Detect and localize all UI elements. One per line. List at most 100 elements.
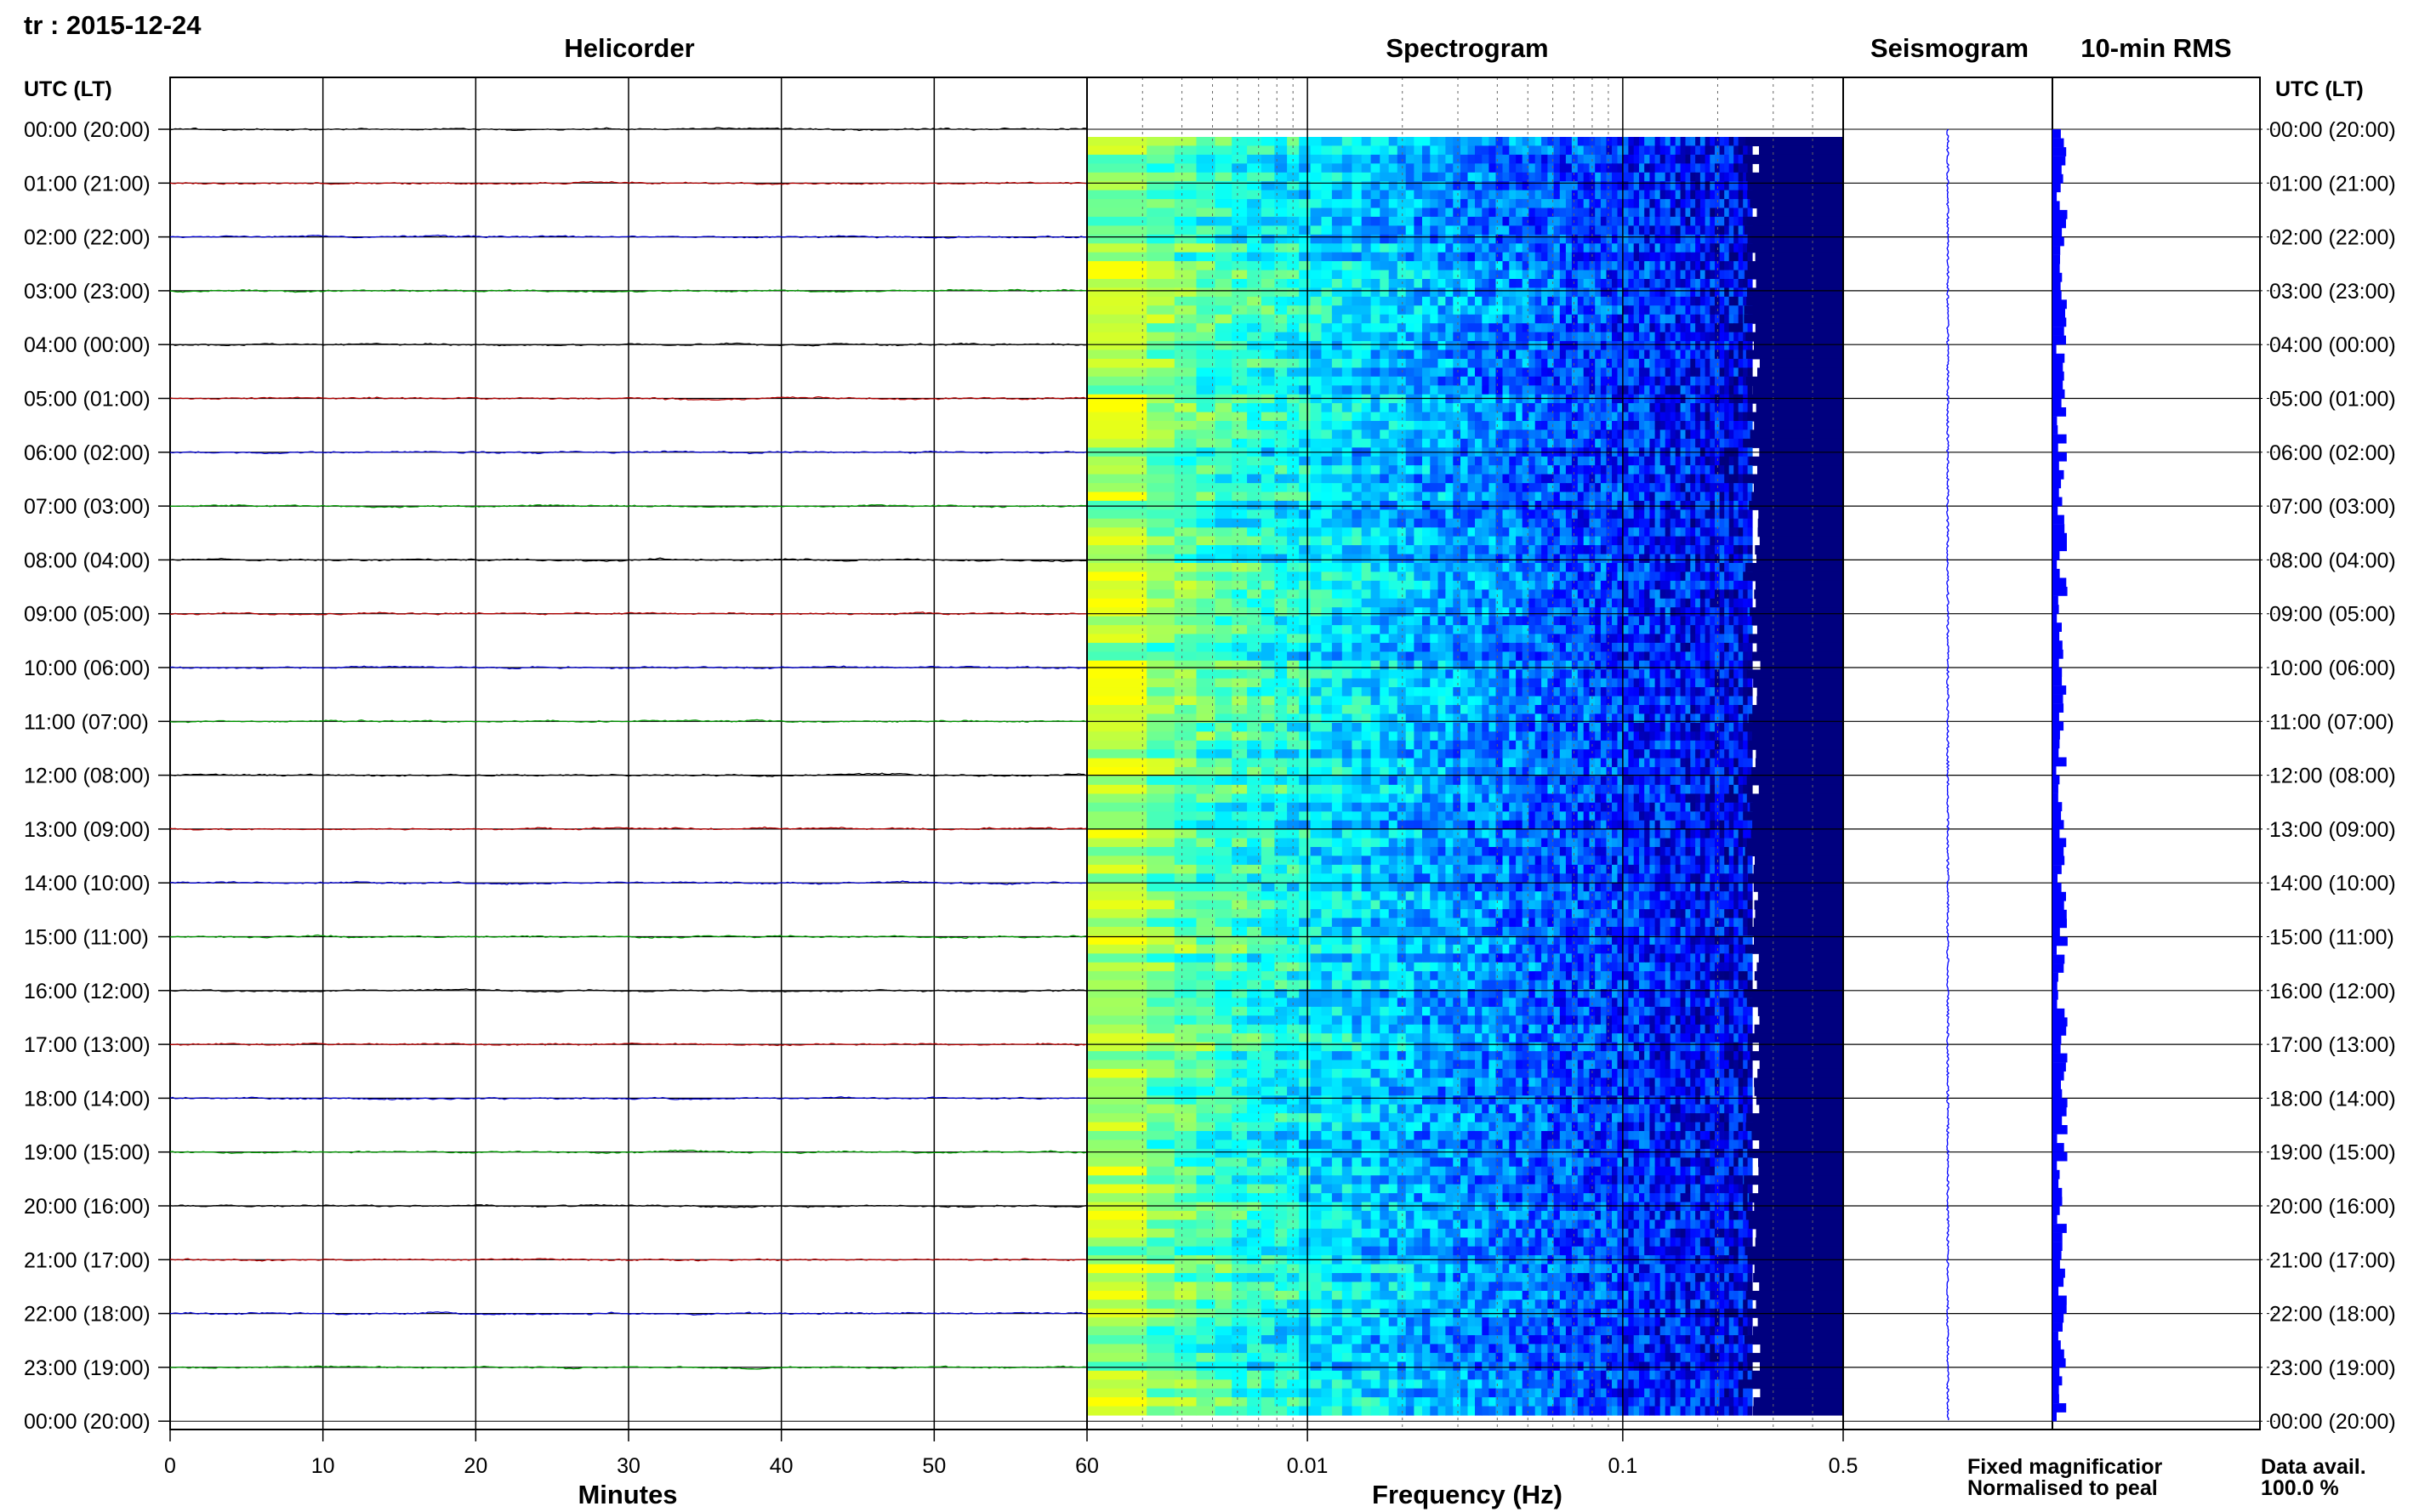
spectrogram-cell bbox=[1261, 252, 1275, 262]
spectrogram-cell bbox=[1733, 323, 1739, 333]
spectrogram-cell bbox=[1341, 456, 1352, 466]
spectrogram-cell bbox=[1715, 207, 1721, 218]
spectrogram-cell bbox=[1261, 456, 1275, 466]
spectrogram-cell bbox=[1606, 332, 1613, 342]
spectrogram-cell bbox=[1547, 500, 1555, 510]
spectrogram-cell bbox=[1541, 483, 1548, 493]
spectrogram-cell bbox=[1299, 536, 1312, 546]
spectrogram-cell bbox=[1502, 642, 1510, 652]
spectrogram-cell bbox=[1174, 527, 1198, 537]
spectrogram-cell bbox=[1623, 545, 1629, 555]
spectrogram-cell bbox=[1751, 616, 1843, 626]
spectrogram-cell bbox=[1321, 500, 1333, 510]
spectrogram-cell bbox=[1453, 634, 1461, 644]
spectrogram-cell bbox=[1733, 421, 1739, 430]
spectrogram-cell bbox=[1553, 429, 1561, 440]
spectrogram-cell bbox=[1414, 669, 1423, 679]
spectrogram-cell bbox=[1261, 607, 1275, 617]
spectrogram-cell bbox=[1754, 589, 1843, 600]
spectrogram-cell bbox=[1414, 642, 1423, 652]
spectrogram-cell bbox=[1659, 571, 1666, 582]
spectrogram-cell bbox=[1502, 429, 1510, 440]
spectrogram-cell bbox=[1287, 350, 1300, 360]
spectrogram-cell bbox=[1196, 279, 1216, 288]
spectrogram-cell bbox=[1380, 350, 1390, 360]
spectrogram-cell bbox=[1397, 421, 1407, 430]
spectrogram-cell bbox=[1460, 305, 1469, 315]
spectrogram-cell bbox=[1628, 571, 1635, 582]
spectrogram-cell bbox=[1341, 589, 1352, 600]
spectrogram-cell bbox=[1743, 492, 1749, 502]
spectrogram-cell bbox=[1685, 598, 1691, 608]
spectrogram-cell bbox=[1600, 243, 1608, 253]
spectrogram-cell bbox=[1565, 438, 1573, 448]
spectrogram-cell bbox=[1299, 358, 1312, 368]
spectrogram-cell bbox=[1628, 545, 1635, 555]
spectrogram-cell bbox=[1600, 642, 1608, 652]
spectrogram-cell bbox=[1654, 563, 1661, 572]
spectrogram-cell bbox=[1577, 243, 1585, 253]
spectrogram-cell bbox=[1589, 500, 1596, 510]
spectrogram-cell bbox=[1719, 607, 1725, 617]
spectrogram-cell bbox=[1475, 642, 1483, 652]
spectrogram-cell bbox=[1174, 545, 1198, 555]
spectrogram-cell bbox=[1174, 438, 1198, 448]
spectrogram-cell bbox=[1321, 607, 1333, 617]
spectrogram-cell bbox=[1628, 225, 1635, 236]
spectrogram-cell bbox=[1475, 500, 1483, 510]
spectrogram-cell bbox=[1606, 154, 1613, 164]
spectrogram-cell bbox=[1232, 199, 1248, 209]
spectrogram-cell bbox=[1495, 500, 1504, 510]
spectrogram-cell bbox=[1695, 358, 1701, 368]
spectrogram-cell bbox=[1639, 207, 1645, 218]
spectrogram-cell bbox=[1675, 500, 1682, 510]
spectrogram-cell bbox=[1414, 190, 1423, 200]
spectrogram-cell bbox=[1488, 145, 1497, 156]
spectrogram-cell bbox=[1422, 163, 1431, 173]
spectrogram-cell bbox=[1710, 563, 1716, 572]
spectrogram-cell bbox=[1747, 616, 1753, 626]
spectrogram-cell bbox=[1670, 421, 1676, 430]
spectrogram-cell bbox=[1690, 412, 1696, 422]
spectrogram-cell bbox=[1522, 199, 1529, 209]
spectrogram-cell bbox=[1475, 403, 1483, 413]
spectrogram-cell bbox=[1528, 341, 1536, 351]
spectrogram-cell bbox=[1453, 279, 1461, 288]
spectrogram-cell bbox=[1509, 554, 1517, 564]
spectrogram-cell bbox=[1430, 163, 1439, 173]
spectrogram-cell bbox=[1690, 527, 1696, 537]
spectrogram-cell bbox=[1589, 199, 1596, 209]
spectrogram-cell bbox=[1541, 669, 1548, 679]
spectrogram-cell bbox=[1612, 518, 1619, 528]
spectrogram-cell bbox=[1495, 181, 1504, 191]
spectrogram-cell bbox=[1654, 625, 1661, 635]
spectrogram-cell bbox=[1528, 625, 1536, 635]
spectrogram-cell bbox=[1733, 634, 1739, 644]
spectrogram-cell bbox=[1534, 571, 1542, 582]
spectrogram-cell bbox=[1675, 403, 1682, 413]
spectrogram-cell bbox=[1274, 181, 1288, 191]
spectrogram-cell bbox=[1331, 483, 1343, 493]
spectrogram-cell bbox=[1516, 678, 1523, 688]
spectrogram-cell bbox=[1232, 660, 1248, 670]
spectrogram-cell bbox=[1690, 429, 1696, 440]
spectrogram-cell bbox=[1747, 536, 1753, 546]
spectrogram-cell bbox=[1475, 518, 1483, 528]
spectrogram-cell bbox=[1571, 465, 1579, 475]
spectrogram-cell bbox=[1361, 598, 1372, 608]
spectrogram-cell bbox=[1516, 438, 1523, 448]
spectrogram-cell bbox=[1690, 421, 1696, 430]
spectrogram-cell bbox=[1639, 625, 1645, 635]
spectrogram-cell bbox=[1087, 243, 1147, 253]
spectrogram-cell bbox=[1196, 412, 1216, 422]
spectrogram-cell bbox=[1695, 172, 1701, 182]
spectrogram-cell bbox=[1299, 154, 1312, 164]
spectrogram-cell bbox=[1719, 287, 1725, 298]
spectrogram-cell bbox=[1639, 598, 1645, 608]
spectrogram-cell bbox=[1370, 234, 1380, 244]
spectrogram-cell bbox=[1475, 376, 1483, 386]
spectrogram-cell bbox=[1670, 509, 1676, 520]
spectrogram-cell bbox=[1659, 350, 1666, 360]
spectrogram-cell bbox=[1274, 350, 1288, 360]
spectrogram-cell bbox=[1733, 571, 1739, 582]
